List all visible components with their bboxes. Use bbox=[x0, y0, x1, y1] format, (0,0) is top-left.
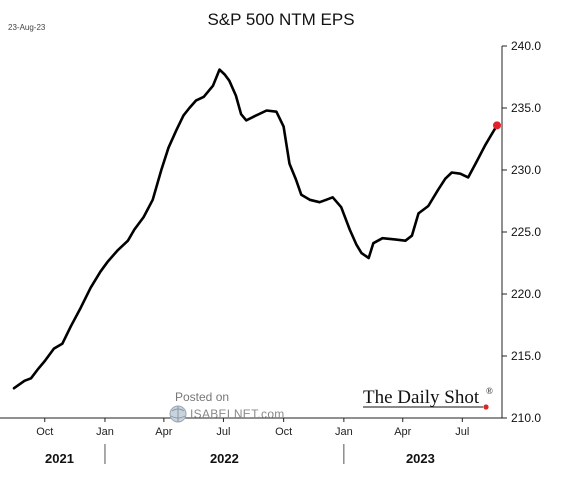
x-tick-label: Jan bbox=[96, 426, 114, 438]
watermark-globe-icon bbox=[169, 405, 187, 423]
watermark-site: ISABELNET.com bbox=[190, 407, 285, 421]
y-tick-label: 235.0 bbox=[511, 101, 541, 115]
y-axis: 210.0 215.0 220.0 225.0 230.0 235.0 240.0 bbox=[501, 39, 541, 425]
x-tick-label: Oct bbox=[275, 426, 292, 438]
chart-title: S&P 500 NTM EPS bbox=[207, 10, 354, 29]
brand-logo: The Daily Shot ® bbox=[363, 386, 493, 410]
y-tick-label: 230.0 bbox=[511, 163, 541, 177]
plot-area bbox=[12, 68, 501, 390]
brand-registered-mark: ® bbox=[486, 386, 493, 396]
x-tick-label: Oct bbox=[36, 426, 53, 438]
watermark: Posted on ISABELNET.com bbox=[169, 390, 285, 423]
latest-value-marker bbox=[493, 121, 501, 130]
x-tick-label: Apr bbox=[394, 426, 411, 438]
x-tick-label: Apr bbox=[155, 426, 172, 438]
y-tick-label: 225.0 bbox=[511, 225, 541, 239]
x-tick-label: Jul bbox=[455, 426, 469, 438]
year-axis: 2021 2022 2023 bbox=[45, 444, 435, 466]
date-stamp: 23-Aug-23 bbox=[8, 23, 46, 32]
y-tick-label: 215.0 bbox=[511, 349, 541, 363]
y-tick-label: 210.0 bbox=[511, 411, 541, 425]
x-tick-label: Jan bbox=[335, 426, 353, 438]
brand-dot bbox=[483, 404, 489, 410]
y-tick-label: 220.0 bbox=[511, 287, 541, 301]
year-label: 2021 bbox=[45, 451, 74, 466]
year-label: 2022 bbox=[210, 451, 239, 466]
brand-name: The Daily Shot bbox=[363, 387, 480, 408]
x-tick-label: Jul bbox=[216, 426, 230, 438]
x-axis: Oct Jan Apr Jul Oct Jan Apr Jul bbox=[0, 417, 502, 438]
eps-series-line bbox=[12, 68, 499, 390]
watermark-posted-label: Posted on bbox=[175, 390, 229, 404]
year-label: 2023 bbox=[406, 451, 435, 466]
y-tick-label: 240.0 bbox=[511, 39, 541, 53]
